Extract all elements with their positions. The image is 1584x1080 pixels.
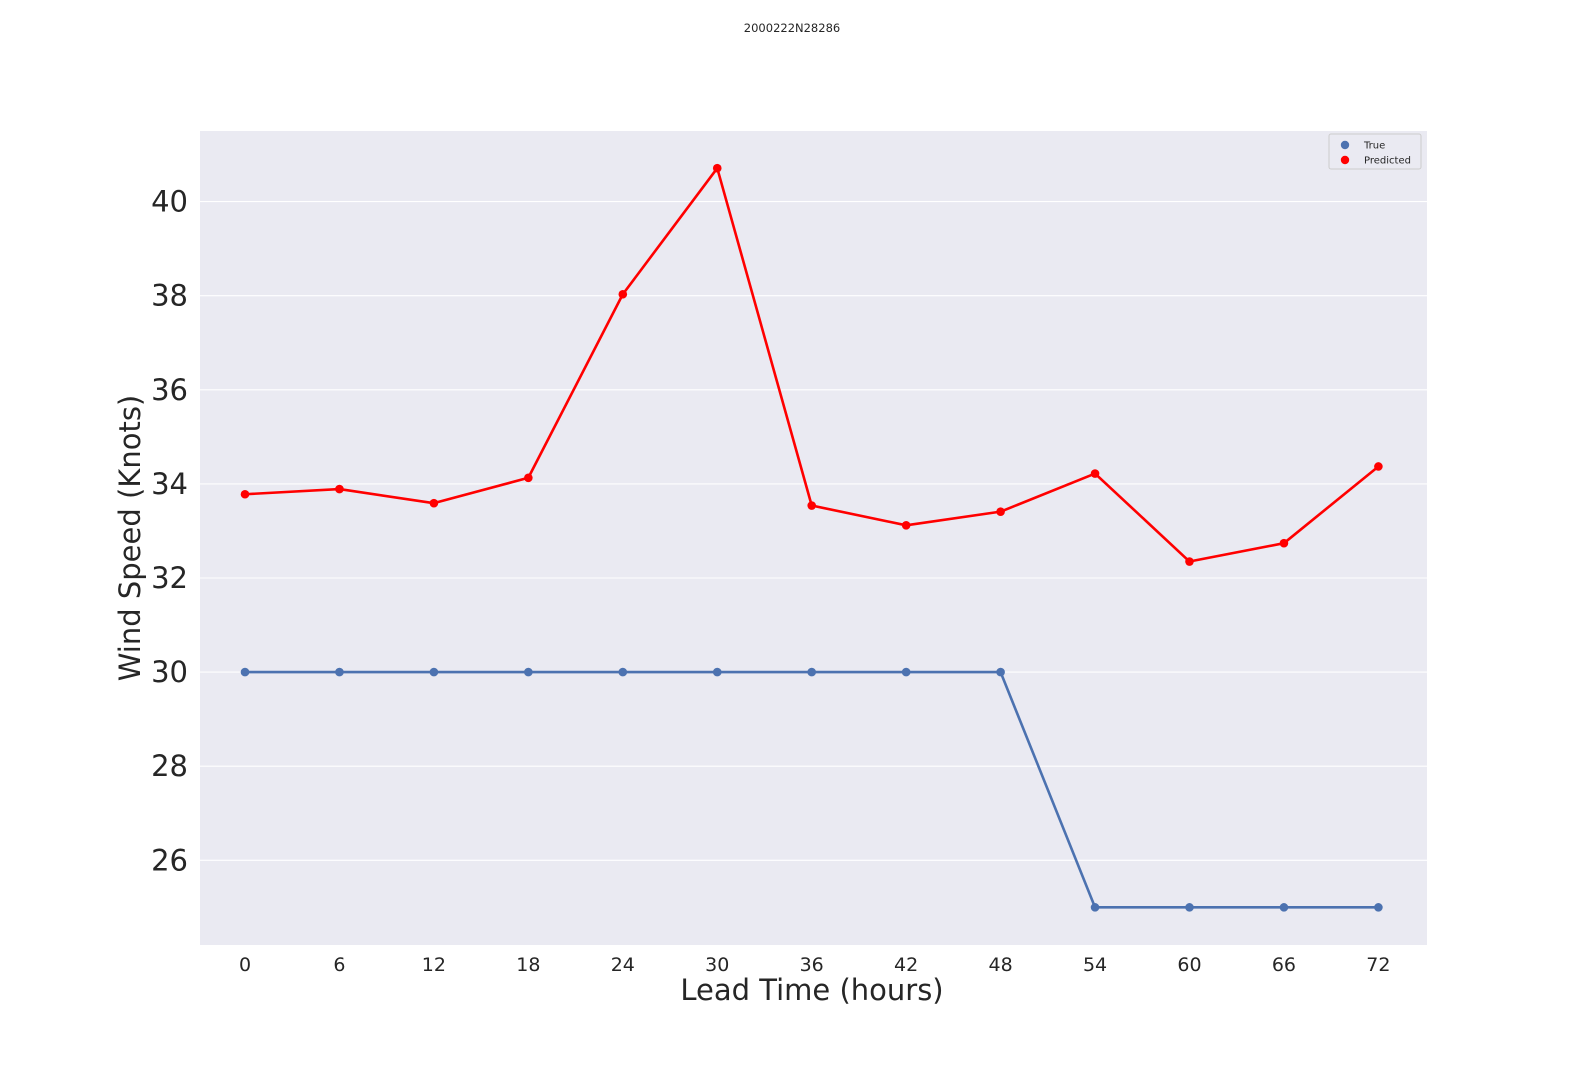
x-tick-label: 6 bbox=[333, 954, 345, 976]
data-point-predicted bbox=[335, 484, 344, 494]
x-tick-label: 72 bbox=[1366, 954, 1390, 976]
legend-marker-true bbox=[1340, 140, 1350, 150]
data-point-predicted bbox=[712, 163, 722, 173]
data-point-predicted bbox=[429, 498, 439, 508]
legend-label-true: True bbox=[1363, 141, 1385, 152]
chart-title: 2000222N28286 bbox=[744, 21, 840, 35]
y-axis-title: Wind Speed (Knots) bbox=[113, 395, 147, 681]
data-point-predicted bbox=[996, 507, 1005, 516]
data-point-predicted bbox=[618, 289, 628, 299]
series-true bbox=[240, 667, 1383, 912]
data-point-predicted bbox=[1374, 462, 1383, 471]
data-point-predicted bbox=[1185, 557, 1194, 566]
y-tick-label: 40 bbox=[151, 185, 188, 219]
x-tick-label: 12 bbox=[422, 954, 446, 976]
series-predicted bbox=[240, 163, 1383, 566]
data-point-predicted bbox=[1090, 469, 1100, 478]
data-point-true bbox=[712, 667, 722, 677]
y-tick-label: 28 bbox=[151, 749, 188, 783]
data-point-predicted bbox=[1279, 538, 1289, 548]
y-tick-label: 36 bbox=[151, 373, 188, 407]
data-point-predicted bbox=[524, 473, 533, 483]
x-tick-label: 54 bbox=[1083, 954, 1107, 976]
x-tick-label: 0 bbox=[239, 954, 251, 976]
legend: True Predicted bbox=[1328, 133, 1422, 170]
data-point-true bbox=[524, 667, 533, 677]
data-point-true bbox=[618, 667, 628, 677]
legend-label-predicted: Predicted bbox=[1364, 156, 1411, 167]
data-point-true bbox=[240, 667, 250, 677]
x-tick-label: 60 bbox=[1177, 954, 1201, 976]
y-tick-label: 34 bbox=[151, 467, 188, 501]
legend-box bbox=[1328, 133, 1422, 170]
y-tick-label: 26 bbox=[151, 843, 188, 877]
y-tick-label: 38 bbox=[151, 279, 188, 313]
plot-area bbox=[200, 131, 1427, 945]
y-tick-label: 32 bbox=[151, 561, 188, 595]
data-point-predicted bbox=[240, 489, 250, 499]
data-point-true bbox=[1185, 903, 1194, 912]
x-tick-label: 30 bbox=[705, 954, 729, 976]
data-point-true bbox=[1374, 903, 1383, 912]
data-point-true bbox=[996, 667, 1005, 677]
data-point-true bbox=[1090, 903, 1100, 912]
legend-marker-predicted bbox=[1340, 155, 1350, 165]
data-point-true bbox=[335, 667, 344, 677]
x-tick-label: 36 bbox=[800, 954, 824, 976]
data-point-true bbox=[1279, 903, 1289, 912]
x-tick-label: 18 bbox=[516, 954, 540, 976]
data-point-predicted bbox=[807, 501, 816, 510]
x-tick-label: 24 bbox=[611, 954, 635, 976]
x-tick-labels: 0 6 12 18 24 30 36 42 48 54 60 66 72 bbox=[239, 954, 1391, 976]
series-layer bbox=[240, 163, 1383, 912]
data-point-true bbox=[429, 667, 439, 677]
x-tick-label: 42 bbox=[894, 954, 918, 976]
x-axis-title: Lead Time (hours) bbox=[680, 973, 943, 1007]
data-point-predicted bbox=[901, 520, 911, 530]
x-tick-label: 66 bbox=[1272, 954, 1296, 976]
data-point-true bbox=[807, 667, 816, 677]
x-tick-label: 48 bbox=[989, 954, 1013, 976]
data-point-true bbox=[901, 667, 911, 677]
y-tick-label: 30 bbox=[151, 655, 188, 689]
y-tick-labels: 26 28 30 32 34 36 38 40 bbox=[151, 185, 188, 878]
